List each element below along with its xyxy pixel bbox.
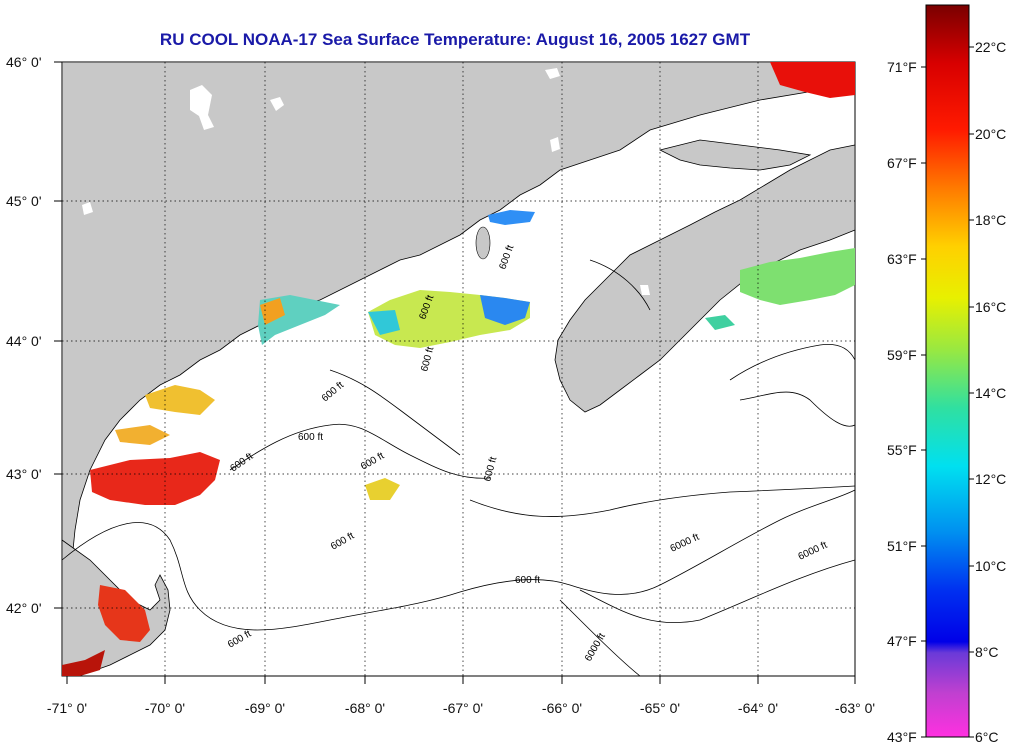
colorbar-celsius-label: 6°C xyxy=(975,729,999,745)
lon-label: -64° 0' xyxy=(737,700,779,716)
contour-label: 600 ft xyxy=(515,575,540,586)
contour-label: 600 ft xyxy=(298,432,323,443)
colorbar-celsius-label: 18°C xyxy=(975,212,1007,228)
lat-label: 45° 0' xyxy=(6,193,42,209)
lon-label: -70° 0' xyxy=(144,700,186,716)
lon-label: -65° 0' xyxy=(639,700,681,716)
colorbar-gradient xyxy=(925,4,970,738)
lakes xyxy=(82,68,712,295)
lon-label: -68° 0' xyxy=(344,700,386,716)
colorbar-celsius-label: 16°C xyxy=(975,299,1007,315)
lat-label: 42° 0' xyxy=(6,600,42,616)
map-title: RU COOL NOAA-17 Sea Surface Temperature:… xyxy=(159,30,751,49)
lon-label: -67° 0' xyxy=(442,700,484,716)
colorbar-celsius-label: 12°C xyxy=(975,471,1007,487)
land-pei xyxy=(658,139,812,171)
lon-label: -71° 0' xyxy=(46,700,88,716)
colorbar-fahrenheit-label: 47°F xyxy=(887,633,917,649)
colorbar-fahrenheit-label: 51°F xyxy=(887,538,917,554)
lon-label: -66° 0' xyxy=(541,700,583,716)
lon-label: -69° 0' xyxy=(244,700,286,716)
colorbar-fahrenheit-label: 59°F xyxy=(887,347,917,363)
land-maine-newbrunswick xyxy=(61,61,856,677)
colorbar-celsius-label: 14°C xyxy=(975,385,1007,401)
lat-label: 46° 0' xyxy=(6,54,42,70)
lon-label: -63° 0' xyxy=(834,700,876,716)
colorbar-celsius-label: 10°C xyxy=(975,558,1007,574)
lat-label: 44° 0' xyxy=(6,333,42,349)
colorbar-fahrenheit-label: 71°F xyxy=(887,59,917,75)
land-grand-manan xyxy=(475,226,491,260)
colorbar-fahrenheit-label: 63°F xyxy=(887,251,917,267)
colorbar-fahrenheit-label: 55°F xyxy=(887,442,917,458)
colorbar-ticks xyxy=(921,46,974,738)
colorbar-fahrenheit-label: 43°F xyxy=(887,729,917,745)
colorbar-celsius-label: 20°C xyxy=(975,126,1007,142)
sst-patches xyxy=(62,62,855,676)
lat-label: 43° 0' xyxy=(6,466,42,482)
colorbar-celsius-label: 8°C xyxy=(975,644,999,660)
frame-ticks xyxy=(54,61,856,684)
land-nova-scotia xyxy=(554,144,856,413)
lat-lon-grid xyxy=(62,62,855,676)
colorbar-fahrenheit-label: 67°F xyxy=(887,155,917,171)
colorbar-celsius-label: 22°C xyxy=(975,39,1007,55)
